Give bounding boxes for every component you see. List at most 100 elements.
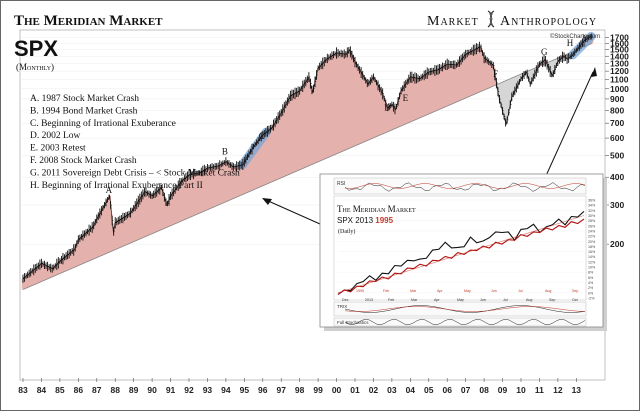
inset-stoch-lines [344,318,586,325]
price-close-line [22,36,592,279]
x-tick-label: 92 [184,385,194,395]
inset-y-label: 30% [588,214,596,218]
inset-x-label-1995: Jul [518,289,523,293]
x-tick-label: 07 [461,385,471,395]
legend-item: A. 1987 Stock Market Crash [30,94,139,104]
x-tick-label: 03 [387,385,397,395]
x-tick-label: 91 [166,385,176,395]
y-tick-label: 500 [610,151,624,161]
y-tick-label: 1300 [610,58,629,68]
legend-item: G. 2011 Sovereign Debt Crisis – < Stock … [30,168,240,178]
inset-y-label: 14% [588,255,596,259]
inset-y-label: 28% [588,219,596,223]
inset-y-label: 34% [588,204,596,208]
inset-y-label: 26% [588,224,596,228]
inset-subtitle-prefix: SPX 2013 [337,216,374,225]
above-trend-shade [21,36,594,290]
inset-y-label: 10% [588,266,596,270]
inset-stoch-panel [333,317,587,327]
x-tick-label: 06 [442,385,452,395]
inset-subtitle-year: 1995 [375,216,393,225]
inset-chart: RSI The Meridian Market SPX 2013 1995 (D… [319,173,607,331]
x-tick-label: 01 [350,385,360,395]
annotation-d: D [384,102,391,112]
inset-x-label-1995: Sep [572,289,578,293]
arrowhead-1995 [262,198,272,205]
inset-x-label: Apr [434,298,440,302]
y-tick-label: 800 [610,105,624,115]
inset-y-label: 2% [588,286,594,290]
x-tick-label: 13 [572,385,582,395]
y-tick-label: 700 [610,118,624,128]
x-tick-label: 84 [37,385,47,395]
inset-y-label: 8% [588,271,594,275]
arrow-to-2013 [544,71,594,179]
inset-x-label-1995: Mar [410,289,417,293]
x-tick-label: 08 [479,385,489,395]
y-tick-label: 1600 [610,38,629,48]
x-tick-label: 86 [74,385,84,395]
legend-item: B. 1994 Bond Market Crash [30,106,138,116]
x-tick-label: 88 [110,385,120,395]
inset-x-label-1995: Feb [383,289,389,293]
inset-x-label: 2013 [365,298,373,302]
inset-rsi-line [344,182,586,192]
inset-subtitle: SPX 2013 1995 [337,216,394,225]
y-tick-label: 1500 [610,45,629,55]
inset-y-label: 24% [588,229,596,233]
legend-item: E. 2003 Retest [30,144,86,154]
inset-gridlines [338,199,584,294]
y-tick-label: 600 [610,133,624,143]
inset-x-label: Aug [526,298,532,302]
inset-y-label: 32% [588,209,596,213]
inset-y-label: 18% [588,245,596,249]
main-title: The Meridian Market [14,13,163,29]
annotation-c: C [259,131,265,141]
inset-x-label: Dec [342,298,349,302]
price-line [22,36,592,279]
legend-item: D. 2002 Low [30,131,81,141]
x-tick-label: 00 [332,385,342,395]
legend-item: C. Beginning of Irrational Exuberance [30,118,176,129]
stockcharts-credit: ©StockCharts.com [550,33,600,40]
inset-trix-panel [333,301,587,317]
inset-rsi-line-1995 [344,183,586,189]
x-tick-label: 05 [424,385,434,395]
inset-trix-line [344,305,586,313]
legend-item: F. 2008 Stock Market Crash [30,156,137,166]
inset-y-labels: 36%34%32%30%28%26%24% 22%20%18%16%14%12% 1… [588,199,596,301]
legend-item: H. Beginning of Irrational Exuberance Pa… [30,180,203,191]
y-tick-label: 1700 [610,33,629,43]
x-tick-label: 85 [55,385,65,395]
inset-x-label-1995: Aug [545,289,551,293]
annotation-a: A [106,185,113,195]
inset-y-label: 4% [588,281,594,285]
inset-x-label-1995: Jun [491,289,497,293]
y-tick-label: 900 [610,94,624,104]
period-label: (Monthly) [16,62,54,72]
x-axis-ticks: 83 84 85 86 87 88 89 90 91 92 93 94 95 96 97 98 99 00 01 02… [18,378,581,395]
x-tick-label: 04 [406,385,416,395]
inset-y-label: 6% [588,276,594,280]
x-tick-label: 83 [18,385,28,395]
x-tick-label: 95 [240,385,250,395]
annotation-g: G [541,47,548,57]
x-tick-label: 94 [221,385,231,395]
inset-y-label: -2% [588,297,595,301]
inset-y-label: 20% [588,240,596,244]
x-tick-label: 90 [147,385,157,395]
inset-x-labels: Dec 2013 Feb Mar Apr May Jun Jul Aug Sep Oct 1995 Fe… [342,289,578,302]
inset-y-label: 36% [588,199,596,203]
inset-x-label: Oct [572,298,578,302]
inset-rsi-lines [344,182,586,192]
inset-trix-label: TRIX [337,304,347,309]
inset-x-label: Mar [411,298,418,302]
inset-stoch-line [344,318,586,325]
y-tick-label: 1400 [610,51,629,61]
y-tick-label: 1200 [610,66,629,76]
inset-y-label: 16% [588,250,596,254]
inset-y-label: 0% [588,291,594,295]
inset-y-label: 22% [588,235,596,239]
